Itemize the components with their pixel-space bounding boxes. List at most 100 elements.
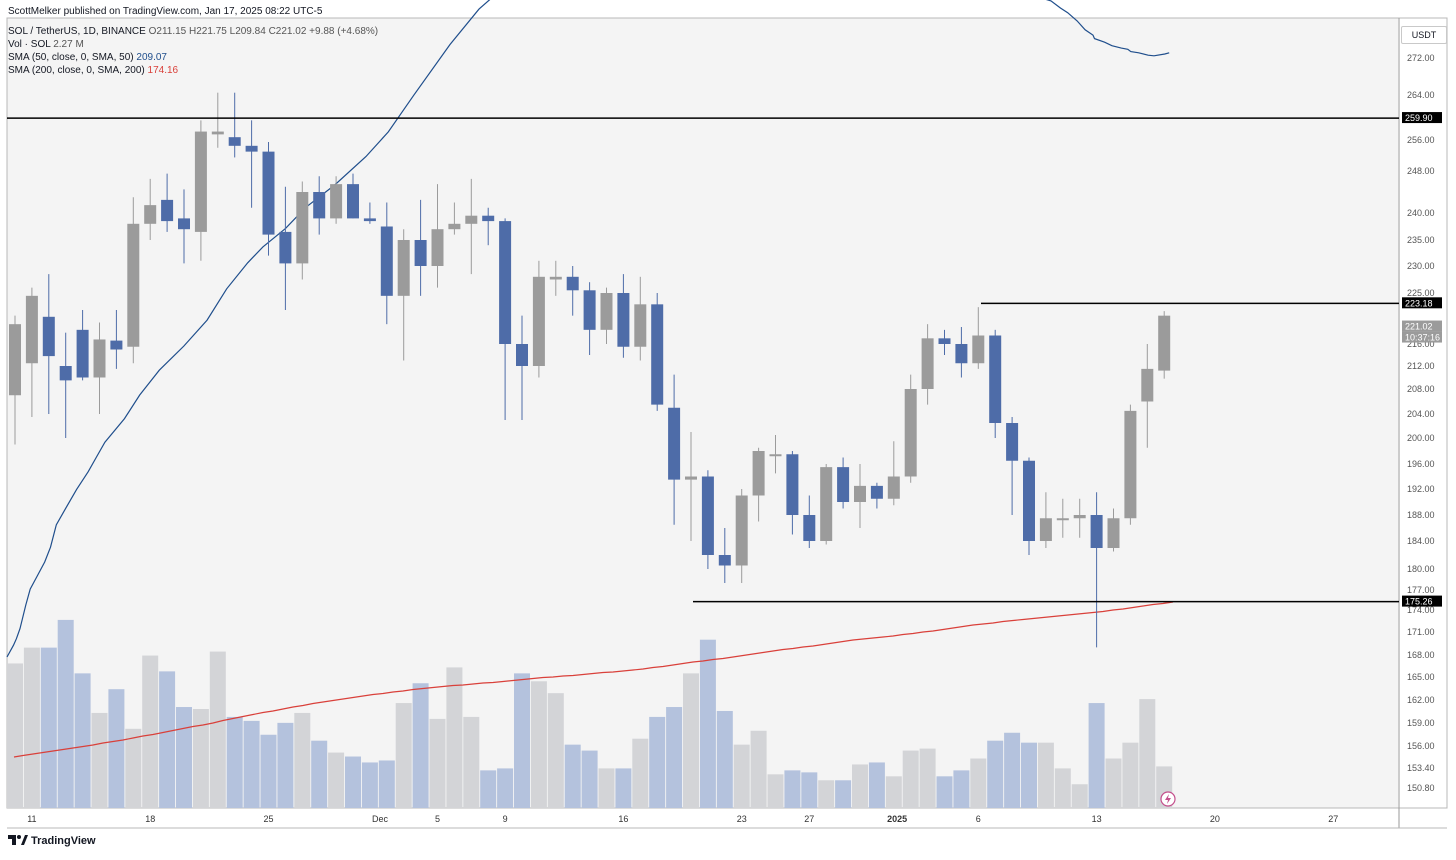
y-axis-tick-label: 264.00 — [1407, 90, 1435, 100]
candle-body — [752, 451, 765, 496]
volume-bar — [125, 728, 142, 808]
volume-bar — [497, 768, 514, 808]
x-axis-tick-label: 25 — [263, 814, 273, 824]
candle-body — [668, 407, 681, 480]
candle-body — [938, 338, 951, 344]
ohlc-close-label: C — [268, 26, 276, 37]
volume-bar — [666, 707, 683, 808]
candle-body — [887, 476, 900, 499]
volume-bar — [159, 671, 176, 808]
y-axis-tick-label: 200.00 — [1407, 433, 1435, 443]
y-axis-tick-label: 150.80 — [1407, 783, 1435, 793]
y-axis-tick-label: 168.00 — [1407, 650, 1435, 660]
candle-body — [837, 467, 850, 502]
y-axis-tick-label: 248.00 — [1407, 166, 1435, 176]
candle-body — [549, 276, 562, 280]
volume-bar — [581, 750, 598, 808]
x-axis-tick-label: Dec — [372, 814, 389, 824]
y-axis-tick-label: 153.40 — [1407, 763, 1435, 773]
y-axis-tick-label: 212.00 — [1407, 361, 1435, 371]
footer-brand-name: TradingView — [31, 835, 96, 847]
x-axis-tick-label: 13 — [1092, 814, 1102, 824]
sma200-line — [13, 601, 1174, 758]
candle-body — [870, 485, 883, 499]
candle-body — [786, 454, 799, 515]
price-level-tag-bg — [1402, 112, 1442, 124]
candle-body — [380, 226, 393, 296]
volume-bar — [1054, 768, 1071, 808]
volume-bar — [632, 738, 649, 808]
sma200-value: 174.16 — [147, 65, 179, 76]
candle-body — [1023, 460, 1035, 541]
y-axis-tick-label: 204.00 — [1407, 409, 1435, 419]
sma50-legend: SMA (50, close, 0, SMA, 50) 209.07 — [8, 52, 167, 63]
volume-bar — [1139, 699, 1156, 808]
volume-bar — [987, 740, 1004, 808]
candle-body — [820, 467, 833, 541]
footer-brand: TradingView — [8, 834, 96, 847]
volume-bar — [953, 770, 970, 808]
volume-bar — [91, 712, 108, 808]
sma50-label: SMA (50, close, 0, SMA, 50) — [8, 52, 134, 63]
x-axis-tick-label: 27 — [804, 814, 814, 824]
volume-bar — [243, 720, 260, 808]
candle-body — [685, 476, 697, 480]
candle-body — [431, 229, 444, 266]
volume-bar — [716, 710, 733, 808]
candle-body — [211, 131, 224, 135]
y-axis-tick-label: 188.00 — [1407, 510, 1435, 520]
volume-bar — [818, 780, 835, 808]
candle-body — [245, 145, 258, 152]
candle-body — [1073, 515, 1086, 519]
y-axis-tick-label: 208.00 — [1407, 384, 1435, 394]
candle-body — [1124, 410, 1137, 519]
volume-bar — [142, 655, 159, 808]
candle-body — [1141, 368, 1154, 402]
candle-body — [532, 276, 545, 366]
ohlc-change: +9.88 (+4.68%) — [309, 26, 379, 37]
candle-body — [1056, 518, 1069, 521]
candle-body — [482, 215, 495, 222]
replay-icon-bolt — [1165, 794, 1171, 804]
volume-bar — [699, 639, 716, 808]
candle-body — [1158, 315, 1171, 371]
candle-body — [921, 338, 934, 389]
volume-bar — [1004, 732, 1021, 808]
ohlc-close: 221.02 — [275, 26, 307, 37]
currency-unit-button[interactable]: USDT — [1401, 26, 1447, 44]
candle-body — [972, 335, 985, 364]
volume-bar — [514, 673, 530, 808]
volume-bar — [40, 647, 57, 808]
candle-body — [634, 304, 647, 347]
x-axis-tick-label: 23 — [737, 814, 747, 824]
candle-body — [989, 335, 1002, 423]
candle-body — [566, 276, 579, 291]
candle-body — [955, 344, 968, 364]
candle-body — [803, 515, 816, 541]
sma50-line — [6, 0, 1170, 658]
volume-bar — [547, 693, 564, 808]
candle-body — [854, 485, 866, 502]
y-axis-tick-label: 256.00 — [1407, 135, 1435, 145]
volume-bar — [23, 647, 40, 808]
ohlc-low-label: L — [229, 26, 236, 37]
candle-body — [25, 295, 38, 364]
volume-bar — [784, 770, 801, 808]
ohlc-low: 209.84 — [235, 26, 266, 37]
price-level-tag-bg — [1402, 297, 1442, 309]
publish-info: ScottMelker published on TradingView.com… — [8, 6, 323, 17]
price-level-tag: 259.90 — [1405, 113, 1433, 123]
last-price-tag: 221.02 — [1405, 322, 1433, 332]
price-level-tag-bg — [1402, 595, 1442, 607]
candle-body — [313, 192, 326, 219]
volume-bar — [361, 762, 378, 808]
price-level-tag: 223.18 — [1405, 298, 1433, 308]
candle-body — [397, 240, 410, 296]
volume-bar — [446, 667, 463, 808]
candle-body — [178, 218, 190, 230]
volume-bar — [885, 776, 902, 808]
volume-bar — [480, 770, 497, 808]
y-axis-tick-label: 159.00 — [1407, 718, 1435, 728]
volume-bar — [970, 758, 987, 808]
